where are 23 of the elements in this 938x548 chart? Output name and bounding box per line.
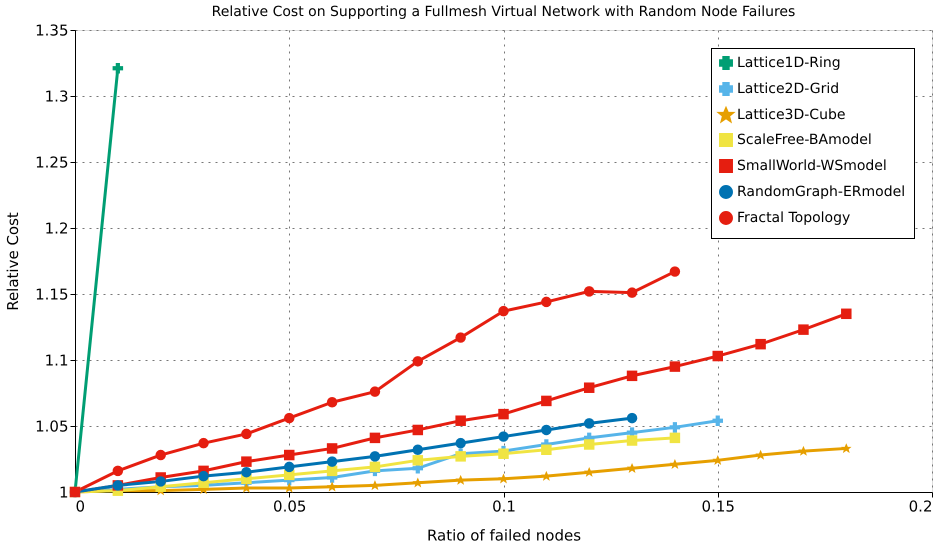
x-axis-title: Ratio of failed nodes	[426, 526, 582, 544]
y-tick-label: 1.3	[44, 88, 68, 106]
y-tick-label: 1.35	[35, 22, 68, 40]
y-tick-label: 1.2	[44, 220, 68, 238]
x-tick-label: 0.05	[273, 498, 306, 516]
legend-label: Lattice1D-Ring	[737, 55, 841, 71]
legend-label: Lattice3D-Cube	[737, 107, 846, 123]
legend-label: SmallWorld-WSmodel	[737, 158, 887, 174]
y-tick-label: 1.1	[44, 352, 68, 370]
y-axis-title: Relative Cost	[4, 212, 22, 311]
legend-label: ScaleFree-BAmodel	[737, 132, 872, 148]
chart-title: Relative Cost on Supporting a Fullmesh Virtual Network with Random Node Failures	[212, 4, 796, 20]
y-tick-label: 1.05	[35, 418, 68, 436]
x-tick-label: 0.2	[908, 498, 932, 516]
x-tick-label: 0	[76, 498, 86, 516]
legend-label: RandomGraph-ERmodel	[737, 184, 906, 200]
legend-label: Fractal Topology	[737, 210, 850, 226]
y-tick-label: 1.25	[35, 154, 68, 172]
x-tick-label: 0.1	[492, 498, 516, 516]
legend-label: Lattice2D-Grid	[737, 81, 840, 97]
x-tick-label: 0.15	[702, 498, 735, 516]
y-tick-label: 1.15	[35, 286, 68, 304]
y-tick-label: 1	[58, 484, 68, 502]
